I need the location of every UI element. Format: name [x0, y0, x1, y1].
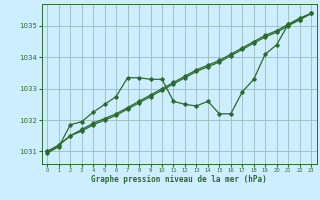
- X-axis label: Graphe pression niveau de la mer (hPa): Graphe pression niveau de la mer (hPa): [91, 175, 267, 184]
